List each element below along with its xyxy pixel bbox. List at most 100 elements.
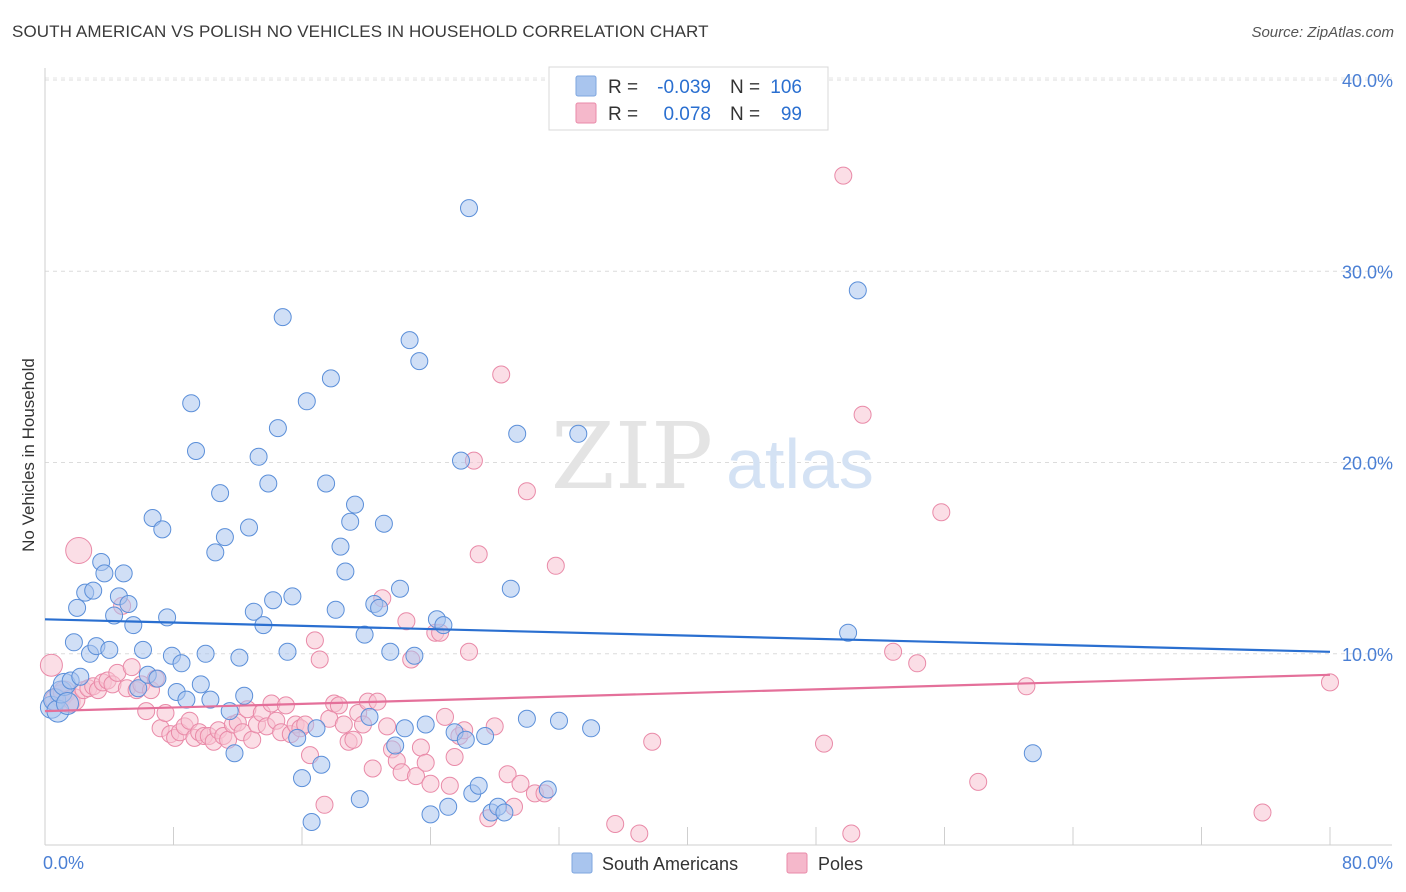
pole-point [397,612,416,631]
south-american-point [307,719,326,738]
pole-point [546,556,565,575]
south-american-point [452,451,470,470]
south-american-point [244,602,263,621]
south-american-point [273,308,292,327]
pole-point [630,824,649,843]
pole-point [460,642,478,661]
pole-point [180,711,199,730]
south-american-point [105,606,124,625]
south-american-point [405,646,424,665]
trend-lines [44,618,1331,713]
pole-point [1321,673,1339,692]
pole-point [137,702,156,721]
pole-point [834,166,853,185]
south-american-point [215,528,234,547]
south-american-point [416,715,435,734]
south-american-point [293,769,311,788]
pole-point [411,738,430,757]
legend-n-value-2: 99 [781,104,802,125]
south-american-point [177,690,196,709]
south-american-point [119,595,138,613]
y-tick-label: 10.0% [1342,645,1393,665]
watermark-zip: ZIP [551,403,713,510]
pole-point [243,730,262,749]
south-american-point [134,640,152,659]
south-american-point [225,744,244,763]
chart-title: SOUTH AMERICAN VS POLISH NO VEHICLES IN … [12,22,709,41]
south-american-point [346,495,364,514]
legend-swatch-pink [575,102,597,124]
legend-n-value-1: 106 [770,77,802,98]
south-american-point [148,669,167,688]
pole-point [363,759,382,778]
south-american-point [495,803,514,822]
south-american-point [538,780,557,799]
pole-point [421,774,440,793]
y-tick-label: 30.0% [1342,262,1393,282]
south-american-point [153,520,172,539]
south-american-point [360,707,379,726]
legend-n-label-2: N = [730,104,760,125]
south-american-point [501,579,520,598]
south-american-point [517,709,536,728]
pole-point [310,650,329,669]
south-american-point [302,813,321,831]
pole-point [517,482,536,501]
south-american-point [336,562,355,581]
south-american-point [439,797,458,816]
south-american-point [312,755,331,774]
south-american-point [124,616,143,635]
south-american-point [182,394,201,413]
trend-line-south-americans [44,618,1331,653]
south-american-point [206,543,225,562]
pole-point [344,730,363,749]
legend-r-value-2: 0.078 [663,104,711,125]
south-american-point [283,587,302,606]
south-american-point [469,776,488,795]
pole-point [643,732,662,751]
pole-point [65,537,93,564]
pole-point [315,795,334,814]
south-american-point [391,579,409,598]
south-american-point [201,690,220,709]
series-south-americans [39,199,1042,831]
pole-point [334,715,353,734]
trend-line-poles [44,673,1331,713]
pole-point [511,774,530,793]
pole-point [492,365,511,384]
grid-lines [45,77,1392,655]
south-american-point [100,640,119,659]
pole-point [815,734,833,753]
source-label: Source: ZipAtlas.com [1251,24,1394,41]
pole-point [908,654,927,673]
south-american-point [268,419,287,438]
south-american-point [421,805,440,824]
south-american-point [259,474,278,493]
south-american-point [129,679,148,698]
x-tick-label-max: 80.0% [1342,853,1393,873]
south-american-point [1023,744,1042,763]
south-american-point [550,711,568,730]
y-axis-label: No Vehicles in Household [19,358,38,552]
legend-swatch-south-americans [571,852,593,874]
south-american-point [64,633,83,652]
pole-point [932,503,951,522]
south-american-point [172,654,191,673]
pole-point [498,765,517,784]
pole-point [606,815,625,833]
legend-swatch-blue [575,75,597,97]
watermark: ZIP atlas [551,403,874,510]
south-american-point [68,598,87,617]
pole-point [884,642,903,661]
south-american-point [71,667,90,686]
south-american-point [400,331,419,350]
legend-r-label-2: R = [608,104,638,125]
south-american-point [582,719,601,738]
legend-n-label-1: N = [730,77,760,98]
south-american-point [355,625,374,644]
south-american-point [395,719,414,738]
legend-swatch-poles [786,852,808,874]
pole-point [853,405,872,424]
correlation-legend: R = -0.039 N = 106 R = 0.078 N = 99 [548,66,829,131]
